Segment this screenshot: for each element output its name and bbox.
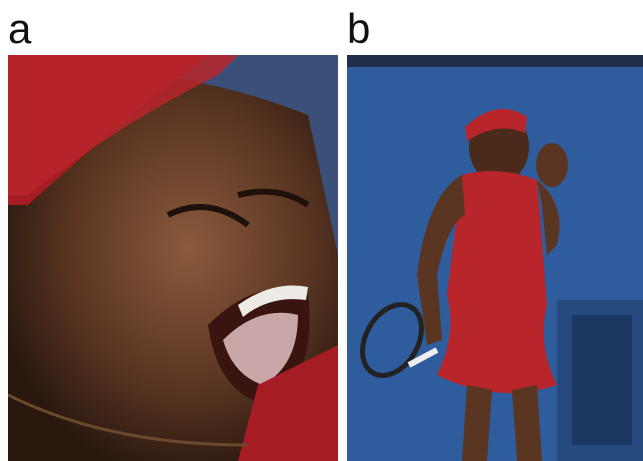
figure: a b [0, 0, 643, 461]
photo-b [347, 55, 643, 461]
photo-a [8, 55, 338, 461]
panel-label: b [347, 8, 370, 50]
panel-label: a [8, 8, 31, 50]
